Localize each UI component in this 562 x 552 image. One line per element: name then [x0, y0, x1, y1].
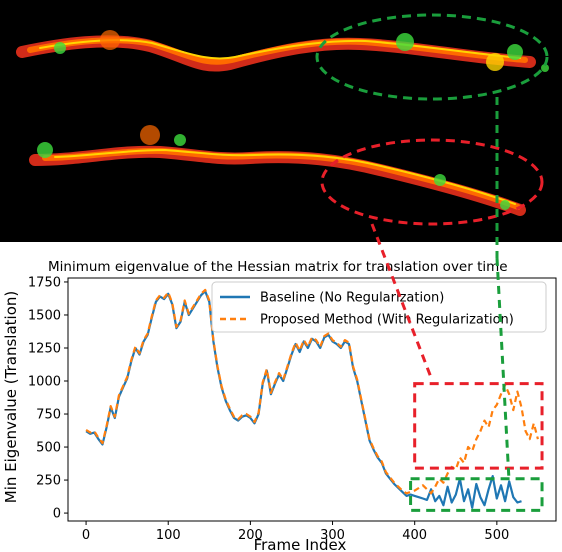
chart-title: Minimum eigenvalue of the Hessian matrix… — [48, 259, 508, 275]
highlight-boxes — [409, 382, 544, 512]
y-tick-label: 1000 — [28, 375, 61, 390]
green-highlight-box — [409, 477, 544, 512]
y-axis-ticks: 0 250 500 750 1000 1250 1500 1750 — [28, 275, 68, 522]
y-tick-label: 1500 — [28, 308, 61, 323]
legend-label-1: Proposed Method (With Regularization) — [260, 313, 514, 328]
proposed-series-line — [85, 288, 539, 495]
x-tick-label: 100 — [156, 528, 181, 543]
x-tick-label: 200 — [238, 528, 263, 543]
point-cloud-map-image — [0, 0, 562, 242]
point-cloud-background — [0, 0, 562, 242]
x-axis-label: Frame Index — [254, 536, 347, 552]
y-tick-label: 250 — [36, 474, 61, 489]
y-tick-label: 1750 — [28, 275, 61, 290]
x-tick-label: 500 — [484, 528, 509, 543]
top-trajectory-map — [16, 30, 549, 72]
series-lines — [85, 288, 539, 509]
y-tick-label: 500 — [36, 441, 61, 456]
x-tick-label: 300 — [320, 528, 345, 543]
y-tick-label: 0 — [53, 507, 61, 522]
y-axis-label: Min Eigenvalue (Translation) — [2, 291, 20, 503]
x-axis-ticks: 0 100 200 300 400 500 — [82, 521, 509, 543]
y-tick-label: 1250 — [28, 341, 61, 356]
legend: Baseline (No Regularization) Proposed Met… — [211, 281, 547, 333]
bottom-trajectory-map — [29, 125, 526, 216]
x-tick-label: 400 — [402, 528, 427, 543]
red-highlight-box — [413, 382, 544, 470]
eigenvalue-line-chart: Minimum eigenvalue of the Hessian matrix… — [2, 259, 557, 552]
y-tick-label: 750 — [36, 408, 61, 423]
x-tick-label: 0 — [82, 528, 90, 543]
legend-label-0: Baseline (No Regularization) — [260, 291, 444, 306]
green-highlight-ellipse — [315, 13, 549, 101]
